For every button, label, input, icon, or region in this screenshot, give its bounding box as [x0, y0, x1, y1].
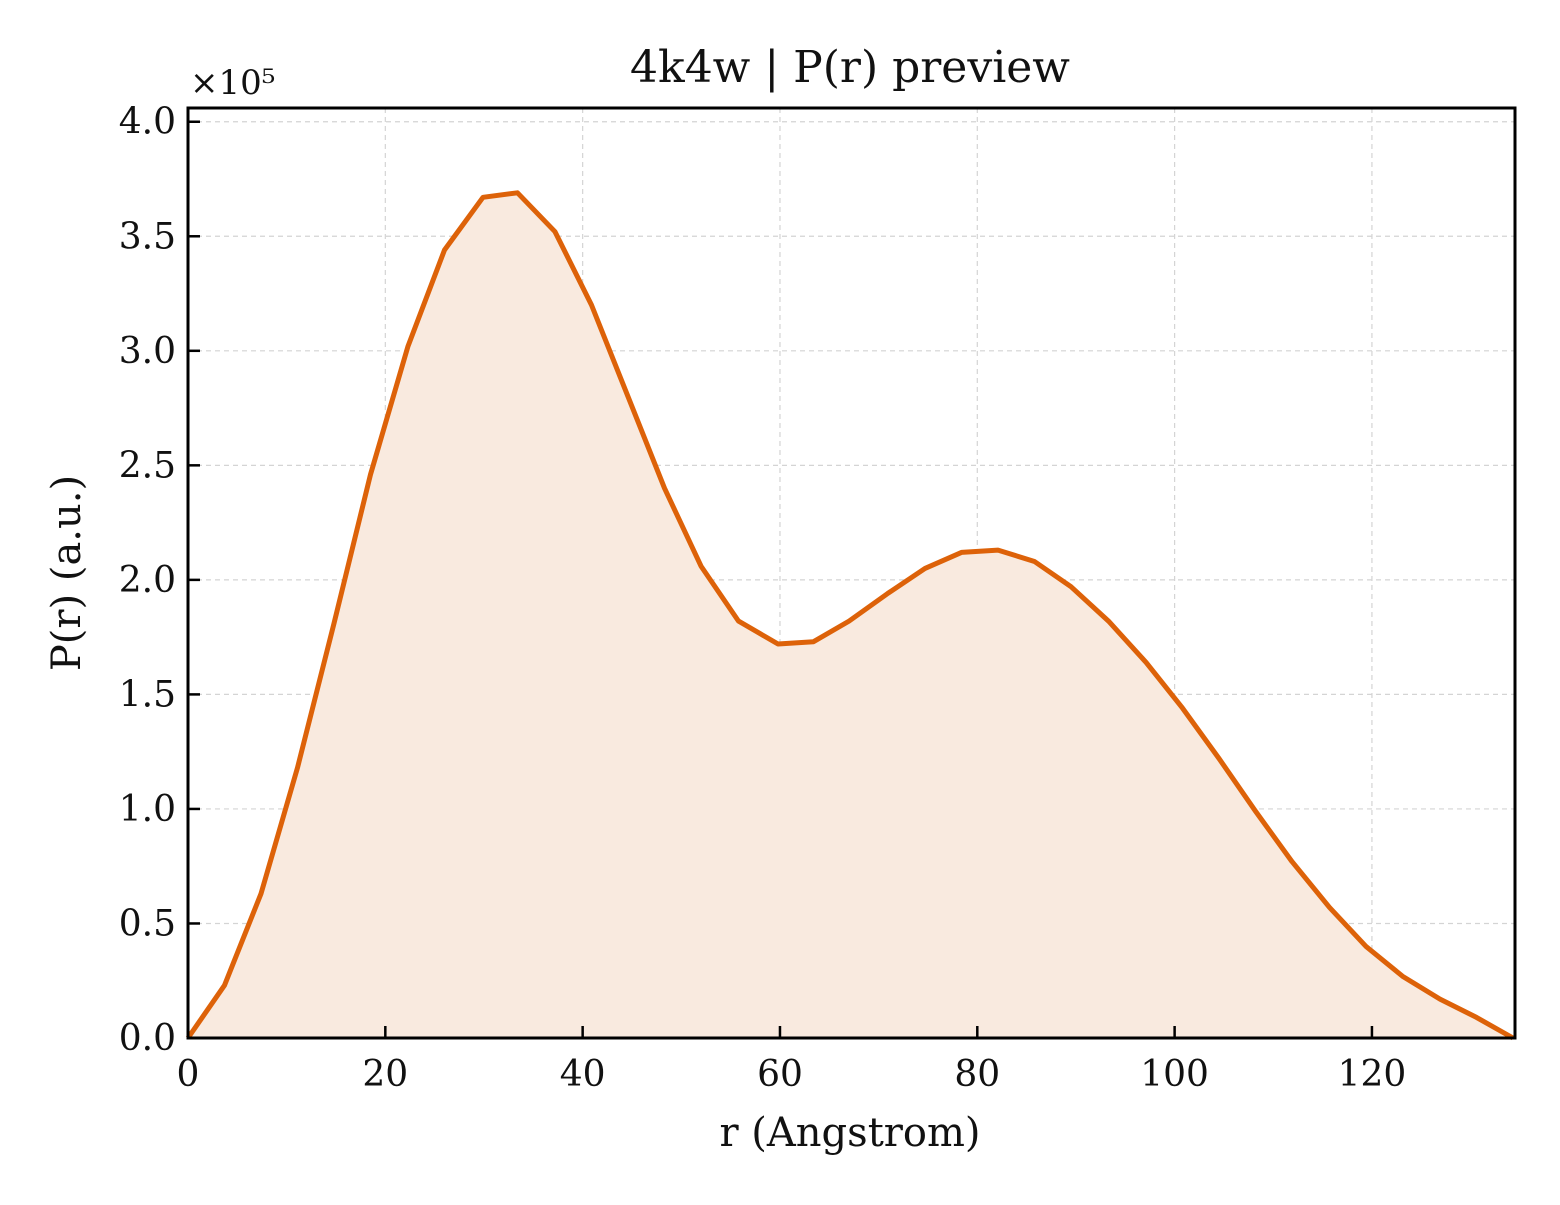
data-point-17: [811, 639, 816, 644]
x-axis-title: r (Angstrom): [719, 1110, 980, 1156]
data-point-32: [1364, 944, 1369, 949]
data-point-2: [259, 891, 264, 896]
data-point-33: [1400, 974, 1405, 979]
axis-ticks: 0 20 40 60 80 100 120 0.0 0.5 1.0 1.5 2.0 2.5 3.0 3.5 4…: [119, 102, 1407, 1095]
data-point-1: [222, 983, 227, 988]
data-point-25: [1106, 619, 1111, 624]
series-line: [185, 190, 1515, 1041]
data-point-9: [515, 190, 520, 195]
data-point-19: [885, 591, 890, 596]
y-tick-label-1: 0.5: [119, 903, 176, 944]
y-tick-label-0: 0.0: [119, 1018, 176, 1059]
data-point-27: [1180, 706, 1185, 711]
data-point-18: [847, 619, 852, 624]
x-tick-label-3: 60: [757, 1054, 803, 1095]
x-tick-label-4: 80: [954, 1054, 1000, 1095]
data-point-31: [1327, 905, 1332, 910]
data-point-23: [1032, 559, 1037, 564]
y-tick-label-5: 2.5: [119, 445, 176, 486]
chart-title: 4k4w | P(r) preview: [630, 42, 1070, 93]
y-axis-title: P(r) (a.u.): [44, 475, 90, 671]
y-tick-label-3: 1.5: [119, 674, 176, 715]
data-point-21: [959, 550, 964, 555]
data-point-28: [1217, 756, 1222, 761]
data-point-29: [1253, 809, 1258, 814]
data-point-35: [1474, 1015, 1479, 1020]
data-point-3: [295, 765, 300, 770]
data-point-30: [1290, 859, 1295, 864]
y-tick-label-2: 1.0: [119, 789, 176, 830]
data-point-5: [368, 472, 373, 477]
data-point-4: [332, 621, 337, 626]
data-point-12: [626, 394, 631, 399]
x-tick-label-1: 20: [362, 1054, 408, 1095]
plot-frame: [186, 106, 1517, 1040]
data-point-34: [1438, 997, 1443, 1002]
data-point-14: [699, 564, 704, 569]
data-point-10: [553, 229, 558, 234]
x-tick-label-2: 40: [560, 1054, 606, 1095]
data-point-11: [589, 302, 594, 307]
data-point-26: [1144, 660, 1149, 665]
x-tick-label-6: 120: [1338, 1054, 1407, 1095]
y-tick-label-6: 3.0: [119, 331, 176, 372]
data-point-6: [406, 344, 411, 349]
x-tick-label-5: 100: [1140, 1054, 1209, 1095]
y-tick-label-4: 2.0: [119, 560, 176, 601]
data-point-20: [923, 566, 928, 571]
data-point-7: [442, 248, 447, 253]
series-area-fill: [188, 192, 1513, 1039]
data-point-24: [1069, 584, 1074, 589]
y-axis-multiplier: ×10⁵: [190, 63, 275, 103]
y-tick-label-8: 4.0: [119, 102, 176, 143]
data-point-22: [996, 548, 1001, 553]
data-point-16: [775, 642, 780, 647]
data-point-15: [736, 619, 741, 624]
data-point-8: [480, 195, 485, 200]
x-tick-label-0: 0: [177, 1054, 200, 1095]
data-point-13: [662, 486, 667, 491]
y-tick-label-7: 3.5: [119, 216, 176, 257]
